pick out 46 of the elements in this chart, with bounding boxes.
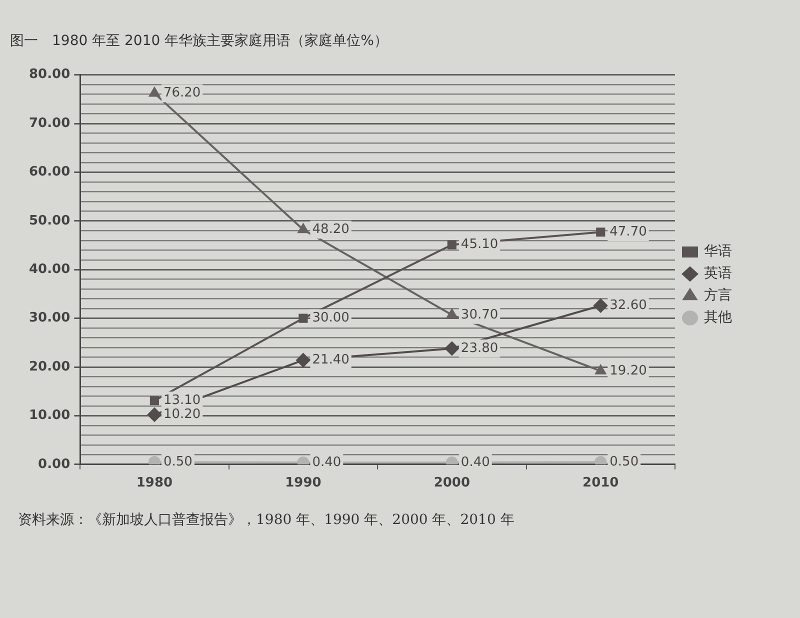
- data-label: 45.10: [460, 237, 498, 252]
- y-tick-label: 40.00: [28, 262, 70, 277]
- point: [444, 341, 459, 356]
- point: [447, 240, 456, 250]
- point: [298, 314, 308, 323]
- legend-label: 英语: [704, 266, 732, 282]
- legend-label: 方言: [704, 288, 732, 304]
- point: [147, 408, 162, 422]
- y-tick-label: 50.00: [28, 213, 70, 228]
- x-tick-label: 1980: [136, 476, 173, 491]
- text: 资料来源：《新加坡人口普查报告》，1980 年、1990 年、2000 年、2010 年: [18, 511, 514, 529]
- y-tick-label: 80.00: [28, 67, 70, 82]
- y-tick-label: 10.00: [28, 408, 70, 424]
- data-label: 30.00: [312, 310, 350, 326]
- data-label: 0.40: [460, 454, 490, 470]
- x-tick-label: 2000: [434, 476, 470, 491]
- chart-title: 图一 1980 年至 2010 年华族主要家庭用语（家庭单位%）: [10, 32, 388, 50]
- point: [296, 353, 310, 368]
- data-label: 47.70: [610, 224, 647, 240]
- y-tick-label: 70.00: [28, 116, 70, 131]
- point: [594, 298, 608, 313]
- data-label: 23.80: [460, 340, 498, 356]
- y-tick-label: 0.00: [38, 456, 70, 472]
- x-tick-label: 2010: [582, 476, 619, 491]
- data-label: 13.10: [163, 392, 201, 408]
- legend-label: 华语: [704, 244, 732, 260]
- point: [150, 396, 160, 406]
- data-label: 32.60: [610, 298, 647, 314]
- data-label: 0.50: [610, 454, 639, 470]
- y-tick-label: 30.00: [28, 310, 70, 326]
- point: [298, 224, 309, 234]
- data-label: 0.50: [163, 454, 192, 470]
- data-label: 30.70: [460, 307, 498, 322]
- data-label: 21.40: [312, 352, 350, 368]
- point: [595, 364, 606, 374]
- y-tick-label: 20.00: [28, 359, 70, 374]
- data-label: 0.40: [312, 454, 342, 470]
- point: [446, 308, 458, 318]
- data-label: 48.20: [312, 222, 350, 238]
- y-tick-label: 60.00: [28, 164, 70, 180]
- data-label: 76.20: [163, 86, 201, 101]
- data-label: 19.20: [610, 363, 647, 378]
- legend-label: 其他: [704, 310, 732, 326]
- data-label: 10.20: [163, 407, 201, 422]
- x-tick-label: 1990: [285, 476, 322, 491]
- point: [596, 228, 606, 237]
